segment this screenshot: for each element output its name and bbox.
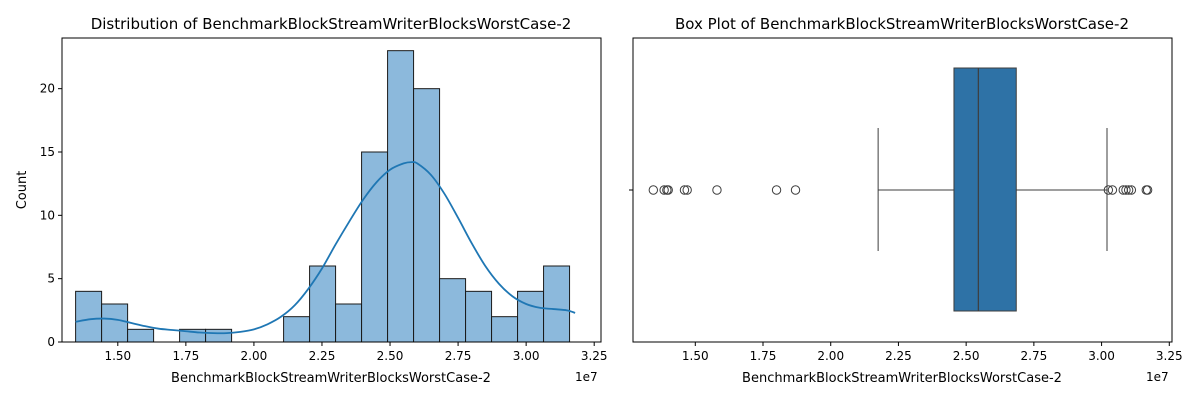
boxplot-x-tick-label: 1.50	[682, 349, 709, 363]
boxplot-outlier-point	[1142, 185, 1153, 195]
histogram-y-tick-label: 10	[40, 208, 55, 222]
histogram-x-tick-label: 3.25	[581, 349, 608, 363]
histogram-x-tick-label: 2.00	[241, 349, 268, 363]
histogram-y-tick-label: 0	[47, 335, 55, 349]
histogram-x-tick-label: 3.00	[513, 349, 540, 363]
histogram-bar	[75, 290, 103, 343]
histogram-y-tick-label: 20	[40, 82, 55, 96]
boxplot-outliers	[648, 185, 1153, 195]
histogram-bar	[205, 328, 233, 343]
histogram-bar	[127, 328, 155, 343]
boxplot-outlier-point	[790, 185, 801, 195]
boxplot-panel: Box Plot of BenchmarkBlockStreamWriterBl…	[629, 15, 1183, 386]
boxplot-outlier-point	[679, 185, 690, 195]
boxplot-offset-text: 1e7	[1146, 370, 1169, 384]
boxplot-x-tick-label: 1.75	[750, 349, 777, 363]
histogram-title: Distribution of BenchmarkBlockStreamWrit…	[91, 15, 572, 33]
boxplot-box	[953, 67, 1017, 312]
histogram-panel: Distribution of BenchmarkBlockStreamWrit…	[15, 15, 608, 386]
histogram-y-ticks: 0 5 10 15 20	[40, 82, 62, 349]
boxplot-title: Box Plot of BenchmarkBlockStreamWriterBl…	[675, 15, 1129, 33]
histogram-bar	[543, 265, 571, 343]
histogram-bar	[465, 290, 493, 343]
histogram-bar	[439, 278, 467, 343]
boxplot-outlier-point	[1123, 185, 1134, 195]
boxplot-x-tick-label: 2.75	[1021, 349, 1048, 363]
boxplot-x-tick-label: 2.25	[885, 349, 912, 363]
boxplot-outlier-point	[1121, 185, 1131, 195]
histogram-bar	[361, 151, 389, 343]
boxplot-x-tick-label: 3.00	[1088, 349, 1115, 363]
histogram-x-ticks: 1.50 1.75 2.00 2.25 2.50 2.75 3.00 3.25	[104, 342, 608, 363]
kde-curve	[75, 161, 576, 335]
histogram-y-tick-label: 15	[40, 145, 55, 159]
boxplot-x-label: BenchmarkBlockStreamWriterBlocksWorstCas…	[742, 371, 1062, 386]
boxplot-elements	[877, 67, 1108, 312]
boxplot-outlier-point	[659, 185, 669, 195]
boxplot-outlier-point	[1126, 185, 1137, 195]
boxplot-x-tick-label: 2.50	[953, 349, 980, 363]
histogram-x-tick-label: 2.25	[309, 349, 336, 363]
histogram-bars	[75, 50, 571, 343]
histogram-x-label: BenchmarkBlockStreamWriterBlocksWorstCas…	[171, 371, 491, 386]
boxplot-x-tick-label: 2.00	[817, 349, 844, 363]
histogram-y-tick-label: 5	[47, 272, 55, 286]
boxplot-x-ticks: 1.50 1.75 2.00 2.25 2.50 2.75 3.00 3.25	[682, 342, 1183, 363]
histogram-bar	[413, 88, 441, 343]
histogram-bar	[491, 316, 519, 343]
histogram-x-tick-label: 1.75	[173, 349, 200, 363]
histogram-bar	[517, 290, 545, 343]
histogram-bar	[101, 303, 129, 343]
boxplot-outlier-point	[771, 185, 782, 195]
boxplot-x-tick-label: 3.25	[1156, 349, 1183, 363]
boxplot-outlier-point	[1103, 185, 1114, 195]
histogram-y-label: Count	[15, 171, 30, 210]
histogram-bar	[309, 265, 337, 343]
histogram-x-tick-label: 1.50	[104, 349, 131, 363]
histogram-bar	[387, 50, 415, 343]
histogram-x-tick-label: 2.50	[377, 349, 404, 363]
histogram-bar	[283, 316, 311, 343]
boxplot-outlier-point	[682, 185, 692, 195]
boxplot-outlier-point	[663, 185, 673, 195]
histogram-axes-frame	[61, 37, 602, 343]
histogram-bar	[335, 303, 363, 343]
histogram-offset-text: 1e7	[575, 370, 598, 384]
boxplot-outlier-point	[1107, 185, 1118, 195]
boxplot-outlier-point	[712, 185, 722, 195]
histogram-x-tick-label: 2.75	[445, 349, 472, 363]
boxplot-outlier-point	[648, 185, 659, 195]
